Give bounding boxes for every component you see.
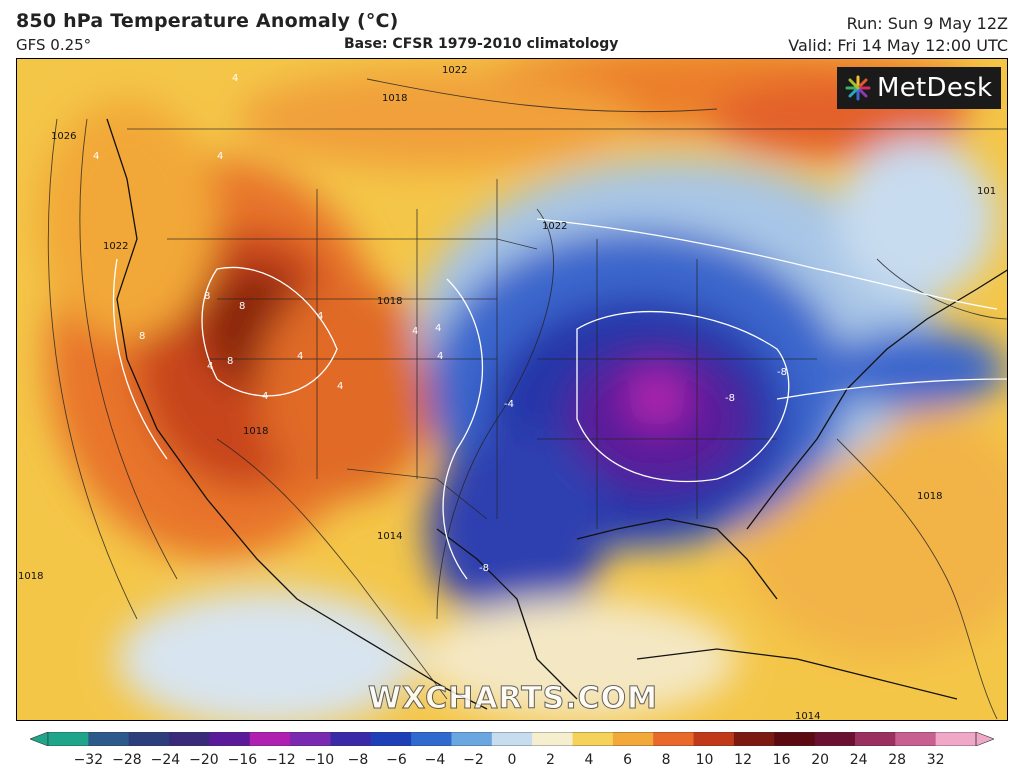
- colorbar-tick-label: 12: [734, 752, 752, 768]
- colorbar-tick-label: 4: [584, 752, 594, 768]
- chart-title: 850 hPa Temperature Anomaly (°C): [16, 10, 399, 32]
- colorbar-tick-label: −4: [424, 752, 446, 768]
- colorbar-arrow-right: [975, 732, 994, 746]
- colorbar-segment: [209, 732, 251, 746]
- anomaly-label: 4: [297, 351, 303, 362]
- colorbar-tick-label: −2: [463, 752, 484, 768]
- colorbar-tick-label: 32: [926, 752, 945, 768]
- anomaly-label: 8: [227, 356, 233, 367]
- colorbar-segment: [733, 732, 775, 746]
- colorbar-segment: [895, 732, 937, 746]
- colorbar-tick-label: 10: [695, 752, 714, 768]
- colorbar-segment: [935, 732, 977, 746]
- colorbar-segment: [88, 732, 130, 746]
- colorbar-tick-label: −6: [386, 752, 407, 768]
- isobar-label: 1026: [51, 131, 76, 142]
- anomaly-label: -8: [777, 367, 787, 378]
- anomaly-label: 4: [262, 391, 268, 402]
- colorbar-tick-label: 20: [811, 752, 830, 768]
- coastlines: [106, 118, 1007, 710]
- isobar-label: 1018: [377, 296, 402, 307]
- anomaly-label: 4: [435, 323, 441, 334]
- colorbar-segment: [572, 732, 614, 746]
- run-label: Run: Sun 9 May 12Z: [846, 14, 1008, 33]
- anomaly-label: 4: [412, 326, 418, 337]
- colorbar-segment: [693, 732, 735, 746]
- metdesk-logo: MetDesk: [837, 67, 1001, 109]
- colorbar-segment: [48, 732, 89, 746]
- colorbar-segment: [854, 732, 896, 746]
- isobar-label: 1018: [243, 426, 268, 437]
- anomaly-label: 4: [217, 151, 223, 162]
- colorbar-segment: [612, 732, 654, 746]
- colorbar-segment: [653, 732, 695, 746]
- valid-label: Valid: Fri 14 May 12:00 UTC: [788, 36, 1008, 55]
- colorbar-segment: [411, 732, 452, 746]
- colorbar-arrow-left: [30, 732, 49, 746]
- colorbar-outline: [47, 732, 977, 746]
- anomaly-label: 4: [437, 351, 443, 362]
- isobar-label: 1018: [382, 93, 407, 104]
- isobars: [47, 78, 1007, 720]
- isobar-label: 1022: [442, 65, 467, 76]
- colorbar: [30, 732, 994, 746]
- colorbar-segment: [774, 732, 816, 746]
- colorbar-segment: [451, 732, 493, 746]
- isobar-label: 1014: [377, 531, 402, 542]
- isobar-labels: 1022 1018 1026 1022 1022 1018 1018 101 4 …: [18, 65, 996, 721]
- anomaly-label: 8: [139, 331, 145, 342]
- anomaly-label: 4: [207, 361, 213, 372]
- colorbar-tick-label: 0: [507, 752, 517, 768]
- isobar-label: 1014: [795, 711, 820, 721]
- colorbar-tick-label: 2: [546, 752, 555, 768]
- colorbar-tick-label: −12: [266, 752, 296, 768]
- colorbar-tick-label: 28: [888, 752, 907, 768]
- isobar-label: 1022: [103, 241, 128, 252]
- colorbar-tick-label: −10: [304, 752, 335, 768]
- anomaly-label: 8: [204, 291, 210, 302]
- colorbar-segment: [249, 732, 291, 746]
- colorbar-segment: [370, 732, 412, 746]
- colorbar-tick-label: −16: [227, 752, 258, 768]
- colorbar-tick-label: −20: [189, 752, 219, 768]
- isobar-label: 101: [977, 186, 996, 197]
- colorbar-segment: [128, 732, 170, 746]
- anomaly-label: 4: [93, 151, 99, 162]
- colorbar-tick-label: 16: [772, 752, 791, 768]
- borders: [127, 128, 1007, 529]
- anomaly-label: 8: [239, 301, 245, 312]
- anomaly-label: -8: [725, 393, 735, 404]
- metdesk-burst-icon: [845, 75, 871, 101]
- anomaly-label: 4: [317, 311, 323, 322]
- map-canvas: 1022 1018 1026 1022 1022 1018 1018 101 4 …: [17, 59, 1007, 721]
- isobar-label: 1018: [917, 491, 942, 502]
- watermark: WXCHARTS.COM: [367, 681, 659, 717]
- model-label: GFS 0.25°: [16, 36, 92, 54]
- colorbar-segment: [290, 732, 331, 746]
- colorbar-tick-label: −24: [150, 752, 181, 768]
- anomaly-label: 4: [337, 381, 343, 392]
- colorbar-tick-label: 6: [623, 752, 632, 768]
- isobar-label: 1022: [542, 221, 567, 232]
- anomaly-contours: [112, 218, 1007, 580]
- colorbar-tick-label: 24: [849, 752, 868, 768]
- colorbar-segment: [330, 732, 372, 746]
- anomaly-labels: 4 4 4 4 8 8 8 4 4 4 4 8 -8 -8 -8 -4 4 4 …: [93, 73, 787, 574]
- anomaly-label: -4: [504, 399, 514, 410]
- colorbar-segment: [532, 732, 574, 746]
- colorbar-segment: [814, 732, 856, 746]
- anomaly-label: -8: [479, 563, 489, 574]
- base-label: Base: CFSR 1979-2010 climatology: [344, 36, 619, 52]
- colorbar-segment: [491, 732, 533, 746]
- anomaly-map[interactable]: 1022 1018 1026 1022 1022 1018 1018 101 4 …: [16, 58, 1008, 721]
- colorbar-segment: [169, 732, 210, 746]
- colorbar-tick-label: −32: [73, 752, 104, 768]
- colorbar-tick-label: −28: [112, 752, 142, 768]
- colorbar-labels: −32 −28 −24 −20 −16 −12 −10 −8 −6 −4 −2 0 2 4 6 8 10 12 16…: [0, 752, 1024, 774]
- logo-text: MetDesk: [877, 73, 993, 103]
- colorbar-tick-label: −8: [347, 752, 369, 768]
- anomaly-label: 4: [232, 73, 238, 84]
- colorbar-tick-label: 8: [661, 752, 671, 768]
- isobar-label: 1018: [18, 571, 43, 582]
